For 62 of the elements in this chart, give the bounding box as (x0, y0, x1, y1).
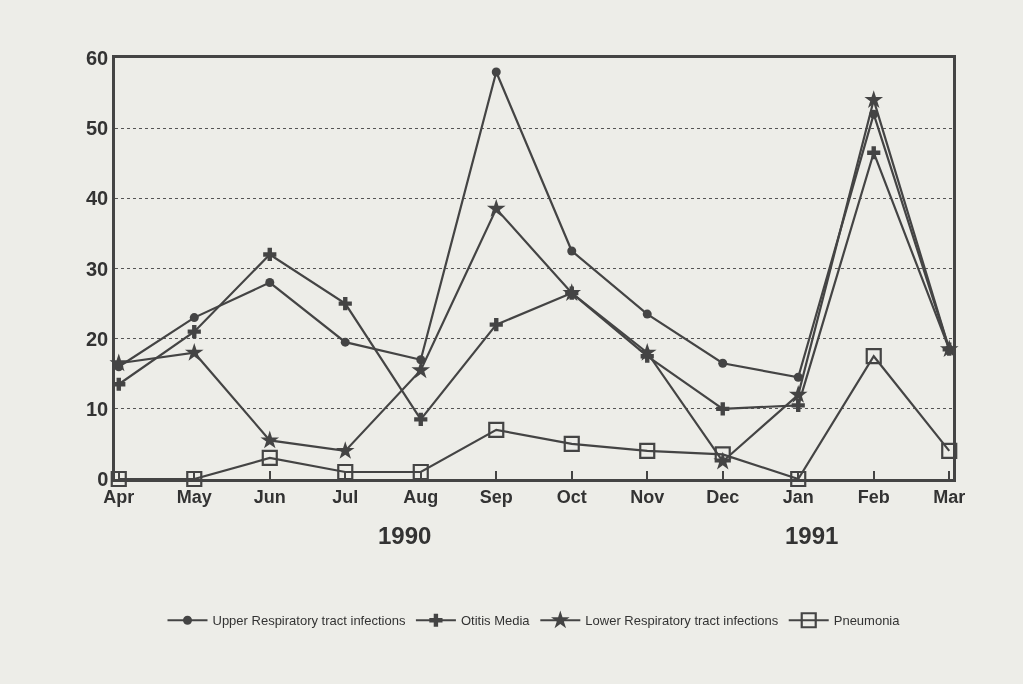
y-tick-label: 10 (86, 397, 109, 420)
point (109, 353, 129, 372)
x-tick-label: Jul (332, 487, 359, 508)
point (716, 402, 730, 416)
point (790, 470, 807, 488)
point (791, 398, 805, 412)
point (793, 372, 803, 382)
point (261, 449, 278, 467)
point (187, 325, 201, 339)
point (184, 342, 204, 361)
x-tick-label: Aug (403, 487, 439, 508)
legend-label: Pneumonia (833, 613, 901, 629)
x-tick-label: Feb (857, 487, 890, 508)
point (340, 337, 350, 347)
point (189, 313, 199, 323)
point (186, 470, 203, 488)
point (263, 247, 277, 262)
point (416, 355, 426, 365)
point (265, 278, 275, 288)
text: 1991 (785, 522, 839, 549)
point (412, 463, 429, 481)
x-tick-label: Nov (630, 487, 665, 508)
x-tick-label: Sep (479, 487, 513, 508)
x-tick-label: Jun (253, 487, 286, 508)
point (414, 412, 428, 426)
y-tick-label: 50 (86, 117, 109, 140)
point (642, 309, 652, 319)
x-tick-label: May (176, 487, 212, 508)
point (338, 296, 352, 311)
x-tick-label: Jan (782, 487, 814, 508)
point (489, 318, 503, 332)
point (714, 446, 731, 463)
y-tick-label: 0 (97, 468, 109, 490)
x-tick-label: Oct (556, 487, 587, 508)
point (335, 441, 355, 459)
legend-label: Lower Respiratory tract infections (585, 613, 779, 629)
point (864, 90, 884, 109)
point (337, 463, 354, 481)
point (486, 199, 506, 217)
point (567, 246, 577, 256)
text: 1990 (378, 522, 432, 549)
x-tick-label: Mar (933, 487, 966, 508)
y-tick-label: 60 (86, 47, 109, 69)
legend-label: Otitis Media (460, 613, 531, 629)
x-tick-label: Apr (103, 487, 135, 508)
x-tick-label: Dec (706, 487, 740, 508)
y-tick-label: 20 (86, 327, 109, 350)
point (788, 385, 808, 403)
point (867, 146, 881, 160)
legend-label: Upper Respiratory tract infections (212, 613, 406, 629)
y-tick-label: 40 (86, 187, 109, 210)
point (260, 430, 280, 449)
point (639, 442, 656, 460)
point (491, 67, 501, 77)
point (941, 442, 958, 460)
point (488, 421, 505, 438)
point (865, 348, 882, 365)
point (718, 358, 728, 368)
point (110, 470, 127, 488)
point (563, 435, 580, 453)
point (637, 342, 657, 361)
y-tick-label: 30 (86, 257, 109, 280)
